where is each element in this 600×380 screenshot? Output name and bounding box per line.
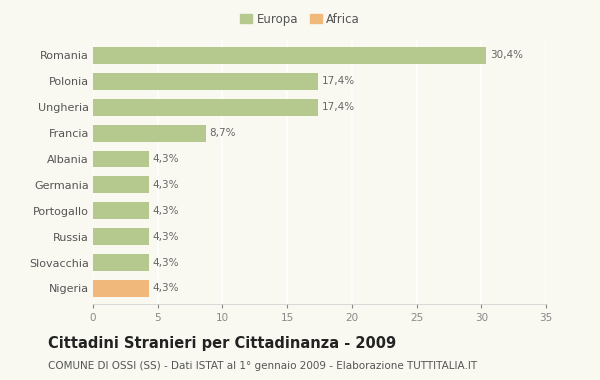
Text: 8,7%: 8,7% [209, 128, 236, 138]
Text: 30,4%: 30,4% [490, 51, 523, 60]
Bar [93, 125, 206, 141]
Text: COMUNE DI OSSI (SS) - Dati ISTAT al 1° gennaio 2009 - Elaborazione TUTTITALIA.IT: COMUNE DI OSSI (SS) - Dati ISTAT al 1° g… [48, 361, 477, 371]
Legend: Europa, Africa: Europa, Africa [235, 8, 365, 30]
Bar [93, 73, 318, 90]
Bar [93, 203, 149, 219]
Bar [93, 150, 149, 168]
Bar [93, 99, 318, 116]
Text: 4,3%: 4,3% [152, 206, 179, 216]
Text: 4,3%: 4,3% [152, 154, 179, 164]
Text: 17,4%: 17,4% [322, 102, 355, 112]
Bar [93, 228, 149, 245]
Bar [93, 280, 149, 297]
Bar [93, 176, 149, 193]
Text: 4,3%: 4,3% [152, 258, 179, 268]
Text: 4,3%: 4,3% [152, 283, 179, 293]
Bar [93, 47, 487, 64]
Text: 4,3%: 4,3% [152, 180, 179, 190]
Text: 17,4%: 17,4% [322, 76, 355, 86]
Text: Cittadini Stranieri per Cittadinanza - 2009: Cittadini Stranieri per Cittadinanza - 2… [48, 336, 396, 351]
Text: 4,3%: 4,3% [152, 232, 179, 242]
Bar [93, 254, 149, 271]
